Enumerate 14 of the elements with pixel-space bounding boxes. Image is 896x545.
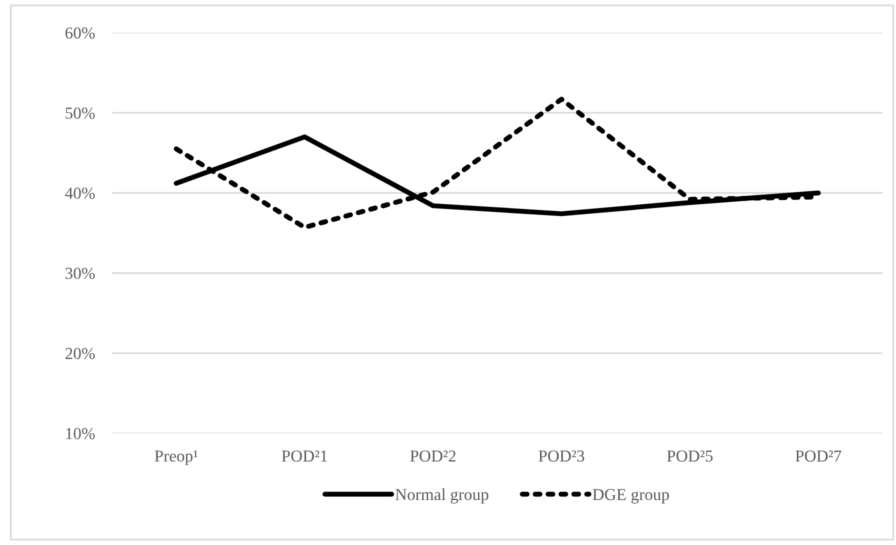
x-tick-label: POD²3 bbox=[538, 450, 584, 462]
y-tick-label: 50% bbox=[66, 108, 95, 119]
x-tick-label: POD²1 bbox=[282, 450, 327, 462]
x-tick-label: POD²7 bbox=[795, 450, 842, 462]
y-tick-label: 20% bbox=[66, 348, 95, 360]
y-tick-label: 60% bbox=[66, 27, 95, 39]
x-tick-label: Preop¹ bbox=[154, 450, 198, 466]
legend-label: DGE group bbox=[592, 488, 669, 504]
x-tick-label: POD²5 bbox=[667, 450, 713, 462]
legend-label: Normal group bbox=[395, 488, 488, 504]
y-tick-label: 30% bbox=[66, 268, 95, 280]
x-tick-label: POD²2 bbox=[410, 450, 456, 462]
y-tick-label: 10% bbox=[66, 428, 95, 440]
y-tick-label: 40% bbox=[65, 188, 95, 199]
